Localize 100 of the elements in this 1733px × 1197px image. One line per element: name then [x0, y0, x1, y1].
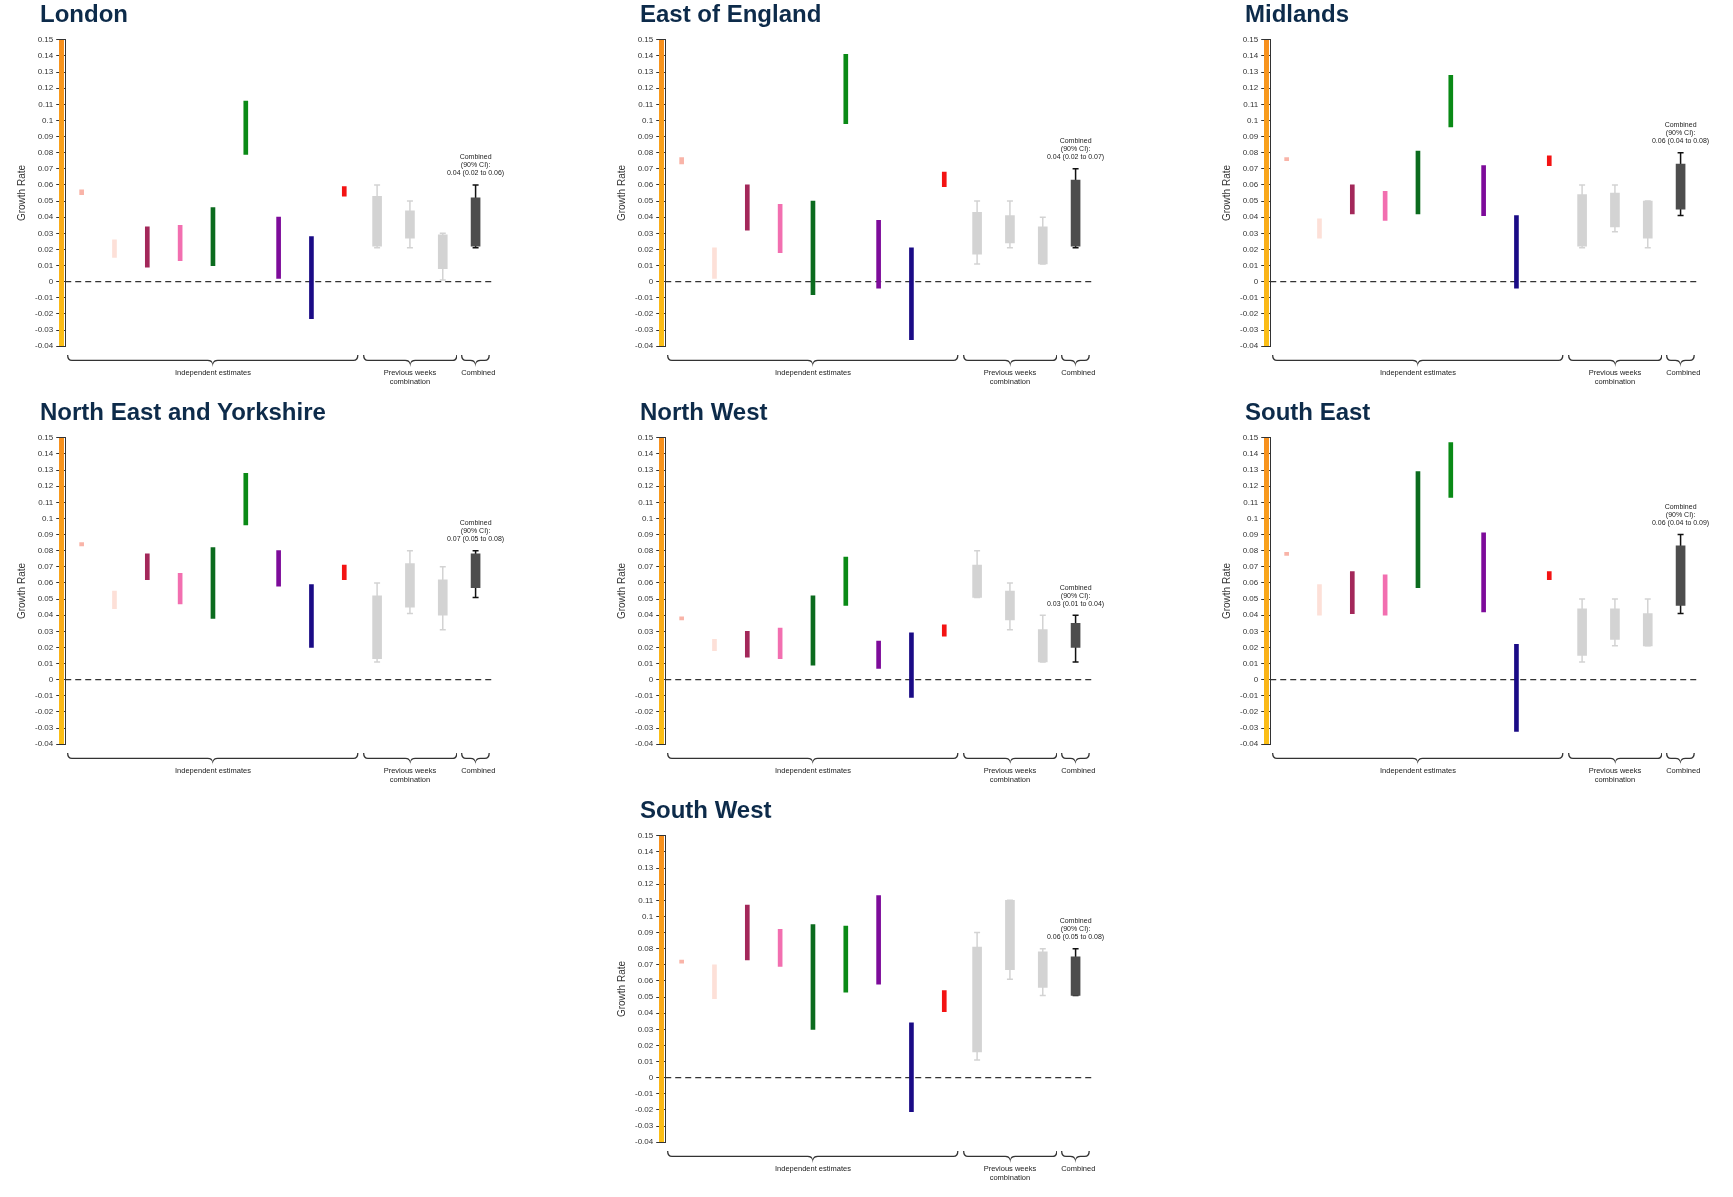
y-tick-label: 0.03: [1242, 228, 1259, 238]
y-tick-label: 0.09: [637, 529, 654, 539]
y-tick-label: -0.02: [1240, 707, 1259, 717]
y-axis-title: Growth Rate: [615, 562, 627, 620]
y-tick-label: 0.12: [37, 481, 54, 491]
y-tick-label: 0.13: [37, 465, 54, 475]
y-tick-label: 0.15: [37, 35, 54, 44]
y-tick-label: 0.1: [642, 513, 654, 523]
y-tick-label: 0.15: [1242, 35, 1259, 44]
y-tick-label: 0.11: [1243, 99, 1259, 109]
y-tick-label: 0.03: [37, 626, 54, 636]
y-tick-label: -0.02: [1240, 309, 1259, 319]
y-tick-label: 0.06: [37, 180, 54, 190]
y-tick-label: 0.14: [37, 449, 54, 459]
y-tick-label: 0.07: [637, 164, 654, 174]
y-tick-label: 0.03: [637, 228, 654, 238]
y-tick-label: 0.15: [637, 433, 654, 442]
y-axis-title: Growth Rate: [15, 164, 27, 222]
chart-title: South East: [1245, 398, 1371, 426]
y-tick-label: -0.04: [35, 739, 54, 749]
y-tick-label: 0.04: [637, 610, 654, 620]
y-tick-label: -0.04: [635, 341, 654, 351]
y-tick-label: 0.13: [637, 67, 654, 77]
y-tick-label: 0.04: [637, 212, 654, 222]
y-tick-label: 0.14: [637, 51, 654, 61]
y-tick-label: -0.01: [635, 1089, 654, 1099]
y-tick-label: 0.07: [637, 960, 654, 970]
y-tick-label: 0.05: [637, 992, 654, 1002]
y-tick-label: -0.04: [1240, 739, 1259, 749]
y-tick-label: 0.06: [1242, 578, 1259, 588]
y-tick-label: 0.08: [37, 147, 54, 157]
y-tick-label: 0.1: [1247, 115, 1259, 125]
y-tick-label: 0.13: [637, 465, 654, 475]
y-tick-label: 0.14: [1242, 51, 1259, 61]
y-tick-label: 0.08: [637, 147, 654, 157]
y-tick-label: 0.11: [1243, 497, 1259, 507]
y-tick-label: -0.01: [1240, 293, 1259, 303]
y-axis-title: Growth Rate: [615, 960, 627, 1018]
y-tick-label: -0.04: [1240, 341, 1259, 351]
y-tick-label: -0.03: [635, 1121, 654, 1131]
y-tick-label: -0.02: [35, 707, 54, 717]
y-tick-label: 0.08: [1242, 545, 1259, 555]
y-tick-label: 0.04: [37, 610, 54, 620]
y-tick-label: 0.06: [637, 976, 654, 986]
y-tick-label: 0.14: [637, 847, 654, 857]
y-tick-label: -0.01: [1240, 691, 1259, 701]
y-tick-label: 0.01: [637, 1056, 654, 1066]
y-axis-title: Growth Rate: [615, 164, 627, 222]
y-tick-label: 0.08: [637, 545, 654, 555]
y-tick-label: 0.02: [37, 244, 54, 254]
y-tick-label: 0.12: [637, 83, 654, 93]
y-tick-label: 0.04: [1242, 212, 1259, 222]
y-tick-label: -0.01: [635, 293, 654, 303]
y-tick-label: 0.04: [1242, 610, 1259, 620]
y-tick-label: 0.12: [637, 481, 654, 491]
y-tick-label: 0.06: [637, 578, 654, 588]
y-tick-label: 0.11: [638, 99, 654, 109]
y-tick-label: 0.11: [638, 497, 654, 507]
y-tick-label: 0.09: [1242, 529, 1259, 539]
y-tick-label: 0.1: [1247, 513, 1259, 523]
y-tick-label: 0.06: [1242, 180, 1259, 190]
chart-title: London: [40, 0, 128, 28]
y-tick-label: 0.1: [42, 115, 54, 125]
y-tick-label: -0.02: [35, 309, 54, 319]
y-tick-label: 0.03: [637, 1024, 654, 1034]
y-tick-label: 0.07: [637, 562, 654, 572]
y-tick-label: -0.04: [635, 739, 654, 749]
y-tick-label: 0.01: [37, 260, 54, 270]
y-tick-label: 0.07: [1242, 562, 1259, 572]
y-tick-label: 0.08: [1242, 147, 1259, 157]
y-tick-label: 0.06: [37, 578, 54, 588]
y-tick-label: 0.12: [1242, 83, 1259, 93]
y-tick-label: 0.14: [1242, 449, 1259, 459]
y-tick-label: 0.02: [637, 642, 654, 652]
y-tick-label: 0.01: [1242, 260, 1259, 270]
y-tick-label: 0.05: [37, 594, 54, 604]
y-tick-label: -0.03: [635, 723, 654, 733]
y-tick-label: -0.03: [1240, 723, 1259, 733]
y-tick-label: 0.09: [637, 131, 654, 141]
y-tick-label: 0.02: [637, 244, 654, 254]
y-tick-label: 0.11: [638, 895, 654, 905]
y-tick-label: 0.07: [1242, 164, 1259, 174]
y-tick-label: 0.12: [1242, 481, 1259, 491]
y-tick-label: 0.1: [42, 513, 54, 523]
y-tick-label: 0.05: [637, 594, 654, 604]
y-tick-label: -0.03: [35, 325, 54, 335]
y-tick-label: 0.15: [1242, 433, 1259, 442]
y-tick-label: 0.13: [37, 67, 54, 77]
y-tick-label: 0: [1253, 674, 1259, 684]
chart-title: East of England: [640, 0, 822, 28]
y-tick-label: 0.02: [1242, 642, 1259, 652]
y-tick-label: 0.14: [37, 51, 54, 61]
y-tick-label: 0.11: [38, 99, 54, 109]
y-tick-label: -0.03: [635, 325, 654, 335]
y-tick-label: 0.09: [37, 131, 54, 141]
y-tick-label: 0.01: [637, 260, 654, 270]
y-tick-label: 0.02: [1242, 244, 1259, 254]
y-tick-label: 0.13: [637, 863, 654, 873]
y-tick-label: 0.12: [637, 879, 654, 889]
y-tick-label: 0.05: [1242, 594, 1259, 604]
